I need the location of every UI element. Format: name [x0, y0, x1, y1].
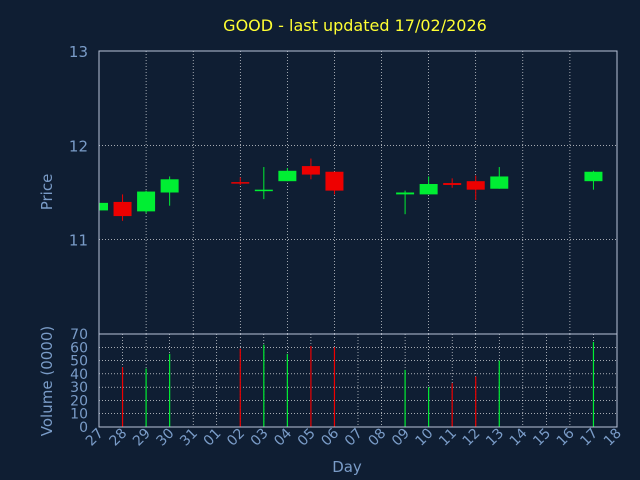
day-tick-label: 31: [177, 426, 201, 450]
candle: [98, 201, 108, 212]
candle: [231, 177, 250, 185]
day-tick-label: 15: [530, 426, 554, 450]
candle-body: [254, 189, 273, 192]
day-tick-label: 06: [318, 425, 342, 449]
day-tick-label: 04: [271, 425, 295, 449]
candle-body: [419, 184, 438, 195]
chart-title: GOOD - last updated 17/02/2026: [223, 16, 487, 35]
day-tick-label: 03: [248, 426, 272, 450]
day-tick-label: 12: [460, 426, 484, 450]
day-tick-label: 18: [601, 426, 625, 450]
price-tick-label: 13: [69, 43, 88, 61]
candle: [443, 178, 462, 188]
candle-body: [325, 171, 344, 191]
price-axis-label: Price: [38, 174, 56, 211]
volume-tick-label: 50: [70, 354, 88, 370]
candle: [254, 167, 273, 200]
day-tick-label: 10: [413, 426, 437, 450]
candle: [113, 194, 132, 221]
day-tick-label: 07: [342, 426, 366, 450]
price-panel: 11 12 13 Price: [38, 43, 618, 335]
candle: [301, 158, 320, 180]
price-axis-ticks: 11 12 13: [69, 43, 88, 250]
day-tick-label: 28: [106, 426, 130, 450]
volume-tick-label: 40: [70, 367, 88, 383]
candle-body: [278, 170, 297, 182]
candle-body: [301, 166, 320, 175]
volume-tick-label: 30: [70, 380, 88, 396]
candle: [396, 190, 415, 215]
candle: [137, 190, 156, 214]
day-tick-label: 11: [436, 426, 460, 450]
candle-body: [231, 182, 250, 184]
day-tick-label: 16: [554, 425, 578, 449]
volume-plot-frame: [98, 333, 618, 428]
volume-tick-label: 0: [79, 420, 88, 436]
price-candles: [98, 158, 603, 221]
day-axis-ticks: 27 28 29 30 31 01 02 03 04 05 06 07 08 09 10 11 12 13 14 15…: [83, 425, 625, 449]
volume-gridlines: [99, 334, 617, 427]
day-tick-label: 17: [577, 426, 601, 450]
candle: [490, 167, 509, 189]
day-tick-label: 01: [201, 426, 225, 450]
candle-body: [466, 181, 485, 190]
candle-body: [99, 202, 108, 211]
day-tick-label: 02: [224, 426, 248, 450]
day-tick-label: 05: [295, 426, 319, 450]
volume-axis-label: Volume (0000): [38, 326, 56, 436]
day-tick-label: 29: [130, 426, 154, 450]
day-tick-label: 08: [365, 426, 389, 450]
candle: [584, 170, 603, 190]
price-tick-label: 12: [69, 137, 88, 155]
candle-body: [113, 201, 132, 217]
candle-body: [490, 176, 509, 189]
day-tick-label: 30: [154, 426, 178, 450]
day-axis-label: Day: [332, 458, 362, 476]
volume-tick-label: 60: [70, 340, 88, 356]
volume-tick-label: 10: [70, 407, 88, 423]
candle-body: [396, 192, 415, 195]
volume-tick-label: 70: [70, 327, 88, 343]
candle-body: [443, 183, 462, 185]
candle: [160, 176, 179, 206]
candle-body: [137, 191, 156, 212]
candle: [325, 171, 344, 195]
volume-bars: [121, 341, 595, 427]
day-tick-label: 14: [507, 425, 531, 449]
candle-body: [160, 179, 179, 193]
day-tick-label: 13: [483, 426, 507, 450]
candle: [278, 167, 297, 182]
candle: [466, 175, 485, 201]
candle-body: [584, 171, 603, 182]
volume-tick-label: 20: [70, 393, 88, 409]
day-tick-label: 09: [389, 426, 413, 450]
candle: [419, 176, 438, 195]
price-tick-label: 11: [69, 232, 88, 250]
